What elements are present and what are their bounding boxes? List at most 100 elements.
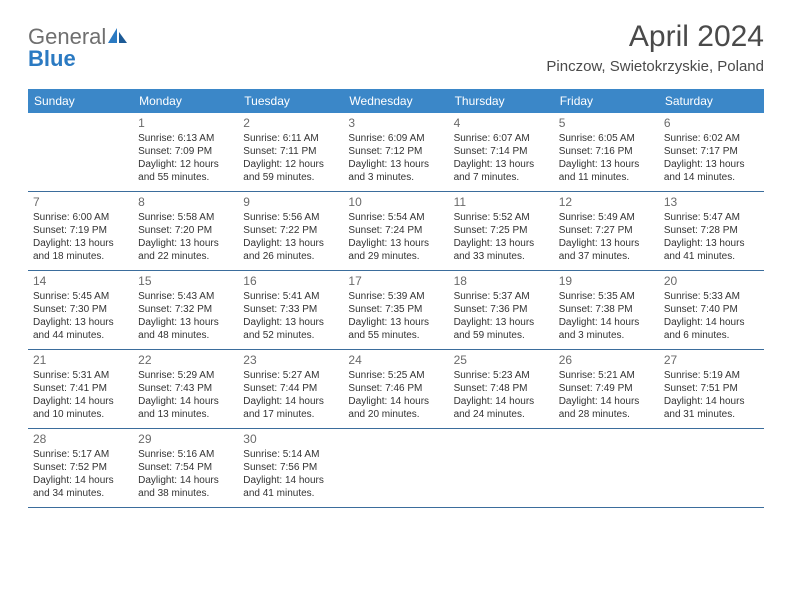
- day-number: 7: [33, 195, 128, 209]
- day-cell: 3 Sunrise: 6:09 AMSunset: 7:12 PMDaylight…: [343, 113, 448, 191]
- day-cell: 7 Sunrise: 6:00 AMSunset: 7:19 PMDaylight…: [28, 192, 133, 270]
- week-row: 21Sunrise: 5:31 AMSunset: 7:41 PMDayligh…: [28, 350, 764, 429]
- page-root: General Blue April 2024 Pinczow, Swietok…: [0, 0, 792, 522]
- day-details: Sunrise: 5:43 AMSunset: 7:32 PMDaylight:…: [138, 290, 233, 342]
- day-number: 5: [559, 116, 654, 130]
- day-cell: 6 Sunrise: 6:02 AMSunset: 7:17 PMDaylight…: [659, 113, 764, 191]
- logo-sail-icon: [108, 26, 128, 48]
- day-number: 26: [559, 353, 654, 367]
- day-cell: [449, 429, 554, 507]
- day-number: 1: [138, 116, 233, 130]
- day-number: 10: [348, 195, 443, 209]
- calendar: SundayMondayTuesdayWednesdayThursdayFrid…: [28, 89, 764, 508]
- day-cell: 28 Sunrise: 5:17 AMSunset: 7:52 PMDayligh…: [28, 429, 133, 507]
- day-details: Sunrise: 6:11 AMSunset: 7:11 PMDaylight:…: [243, 132, 338, 184]
- day-header-sunday: Sunday: [28, 89, 133, 113]
- location-text: Pinczow, Swietokrzyskie, Poland: [546, 58, 764, 75]
- day-cell: 27 Sunrise: 5:19 AMSunset: 7:51 PMDayligh…: [659, 350, 764, 428]
- day-number: 6: [664, 116, 759, 130]
- day-number: 18: [454, 274, 549, 288]
- day-cell: 8 Sunrise: 5:58 AMSunset: 7:20 PMDaylight…: [133, 192, 238, 270]
- day-number: 14: [33, 274, 128, 288]
- week-row: 7 Sunrise: 6:00 AMSunset: 7:19 PMDaylight…: [28, 192, 764, 271]
- day-details: Sunrise: 5:33 AMSunset: 7:40 PMDaylight:…: [664, 290, 759, 342]
- day-details: Sunrise: 5:52 AMSunset: 7:25 PMDaylight:…: [454, 211, 549, 263]
- day-details: Sunrise: 5:41 AMSunset: 7:33 PMDaylight:…: [243, 290, 338, 342]
- day-cell: [28, 113, 133, 191]
- day-number: 24: [348, 353, 443, 367]
- title-block: April 2024 Pinczow, Swietokrzyskie, Pola…: [546, 20, 764, 75]
- day-details: Sunrise: 5:45 AMSunset: 7:30 PMDaylight:…: [33, 290, 128, 342]
- day-details: Sunrise: 5:39 AMSunset: 7:35 PMDaylight:…: [348, 290, 443, 342]
- day-details: Sunrise: 5:35 AMSunset: 7:38 PMDaylight:…: [559, 290, 654, 342]
- day-details: Sunrise: 5:37 AMSunset: 7:36 PMDaylight:…: [454, 290, 549, 342]
- day-number: 23: [243, 353, 338, 367]
- day-details: Sunrise: 6:07 AMSunset: 7:14 PMDaylight:…: [454, 132, 549, 184]
- day-cell: 22 Sunrise: 5:29 AMSunset: 7:43 PMDayligh…: [133, 350, 238, 428]
- day-cell: 25 Sunrise: 5:23 AMSunset: 7:48 PMDayligh…: [449, 350, 554, 428]
- day-headers-row: SundayMondayTuesdayWednesdayThursdayFrid…: [28, 89, 764, 113]
- week-row: 14 Sunrise: 5:45 AMSunset: 7:30 PMDayligh…: [28, 271, 764, 350]
- day-cell: 24 Sunrise: 5:25 AMSunset: 7:46 PMDayligh…: [343, 350, 448, 428]
- day-cell: [343, 429, 448, 507]
- day-number: 30: [243, 432, 338, 446]
- day-cell: 26Sunrise: 5:21 AMSunset: 7:49 PMDayligh…: [554, 350, 659, 428]
- week-row: 1Sunrise: 6:13 AMSunset: 7:09 PMDaylight…: [28, 113, 764, 192]
- day-number: 28: [33, 432, 128, 446]
- day-cell: [554, 429, 659, 507]
- day-number: 11: [454, 195, 549, 209]
- day-number: 22: [138, 353, 233, 367]
- weeks-container: 1Sunrise: 6:13 AMSunset: 7:09 PMDaylight…: [28, 113, 764, 508]
- day-number: 16: [243, 274, 338, 288]
- day-details: Sunrise: 5:25 AMSunset: 7:46 PMDaylight:…: [348, 369, 443, 421]
- day-details: Sunrise: 5:14 AMSunset: 7:56 PMDaylight:…: [243, 448, 338, 500]
- day-cell: 30 Sunrise: 5:14 AMSunset: 7:56 PMDayligh…: [238, 429, 343, 507]
- day-number: 12: [559, 195, 654, 209]
- day-cell: [659, 429, 764, 507]
- day-details: Sunrise: 5:19 AMSunset: 7:51 PMDaylight:…: [664, 369, 759, 421]
- day-details: Sunrise: 5:56 AMSunset: 7:22 PMDaylight:…: [243, 211, 338, 263]
- day-header-tuesday: Tuesday: [238, 89, 343, 113]
- day-number: 2: [243, 116, 338, 130]
- day-cell: 13Sunrise: 5:47 AMSunset: 7:28 PMDayligh…: [659, 192, 764, 270]
- day-header-friday: Friday: [554, 89, 659, 113]
- day-details: Sunrise: 5:16 AMSunset: 7:54 PMDaylight:…: [138, 448, 233, 500]
- day-cell: 19 Sunrise: 5:35 AMSunset: 7:38 PMDayligh…: [554, 271, 659, 349]
- day-cell: 29 Sunrise: 5:16 AMSunset: 7:54 PMDayligh…: [133, 429, 238, 507]
- day-number: 20: [664, 274, 759, 288]
- logo: General Blue: [28, 20, 128, 70]
- day-cell: 14 Sunrise: 5:45 AMSunset: 7:30 PMDayligh…: [28, 271, 133, 349]
- day-details: Sunrise: 5:47 AMSunset: 7:28 PMDaylight:…: [664, 211, 759, 263]
- day-number: 8: [138, 195, 233, 209]
- day-header-wednesday: Wednesday: [343, 89, 448, 113]
- day-number: 27: [664, 353, 759, 367]
- day-details: Sunrise: 5:17 AMSunset: 7:52 PMDaylight:…: [33, 448, 128, 500]
- day-number: 17: [348, 274, 443, 288]
- day-details: Sunrise: 5:27 AMSunset: 7:44 PMDaylight:…: [243, 369, 338, 421]
- day-cell: 18 Sunrise: 5:37 AMSunset: 7:36 PMDayligh…: [449, 271, 554, 349]
- day-number: 29: [138, 432, 233, 446]
- day-cell: 4 Sunrise: 6:07 AMSunset: 7:14 PMDaylight…: [449, 113, 554, 191]
- day-details: Sunrise: 6:05 AMSunset: 7:16 PMDaylight:…: [559, 132, 654, 184]
- day-number: 4: [454, 116, 549, 130]
- day-number: 9: [243, 195, 338, 209]
- day-details: Sunrise: 6:09 AMSunset: 7:12 PMDaylight:…: [348, 132, 443, 184]
- week-row: 28 Sunrise: 5:17 AMSunset: 7:52 PMDayligh…: [28, 429, 764, 508]
- day-details: Sunrise: 6:02 AMSunset: 7:17 PMDaylight:…: [664, 132, 759, 184]
- day-details: Sunrise: 5:29 AMSunset: 7:43 PMDaylight:…: [138, 369, 233, 421]
- day-details: Sunrise: 5:58 AMSunset: 7:20 PMDaylight:…: [138, 211, 233, 263]
- day-header-saturday: Saturday: [659, 89, 764, 113]
- day-cell: 1Sunrise: 6:13 AMSunset: 7:09 PMDaylight…: [133, 113, 238, 191]
- day-number: 25: [454, 353, 549, 367]
- day-number: 3: [348, 116, 443, 130]
- day-header-monday: Monday: [133, 89, 238, 113]
- day-details: Sunrise: 6:00 AMSunset: 7:19 PMDaylight:…: [33, 211, 128, 263]
- logo-text-blue: Blue: [28, 46, 76, 71]
- day-details: Sunrise: 5:23 AMSunset: 7:48 PMDaylight:…: [454, 369, 549, 421]
- day-cell: 9 Sunrise: 5:56 AMSunset: 7:22 PMDaylight…: [238, 192, 343, 270]
- day-cell: 23 Sunrise: 5:27 AMSunset: 7:44 PMDayligh…: [238, 350, 343, 428]
- day-details: Sunrise: 5:49 AMSunset: 7:27 PMDaylight:…: [559, 211, 654, 263]
- page-header: General Blue April 2024 Pinczow, Swietok…: [28, 20, 764, 75]
- day-cell: 15Sunrise: 5:43 AMSunset: 7:32 PMDayligh…: [133, 271, 238, 349]
- day-number: 19: [559, 274, 654, 288]
